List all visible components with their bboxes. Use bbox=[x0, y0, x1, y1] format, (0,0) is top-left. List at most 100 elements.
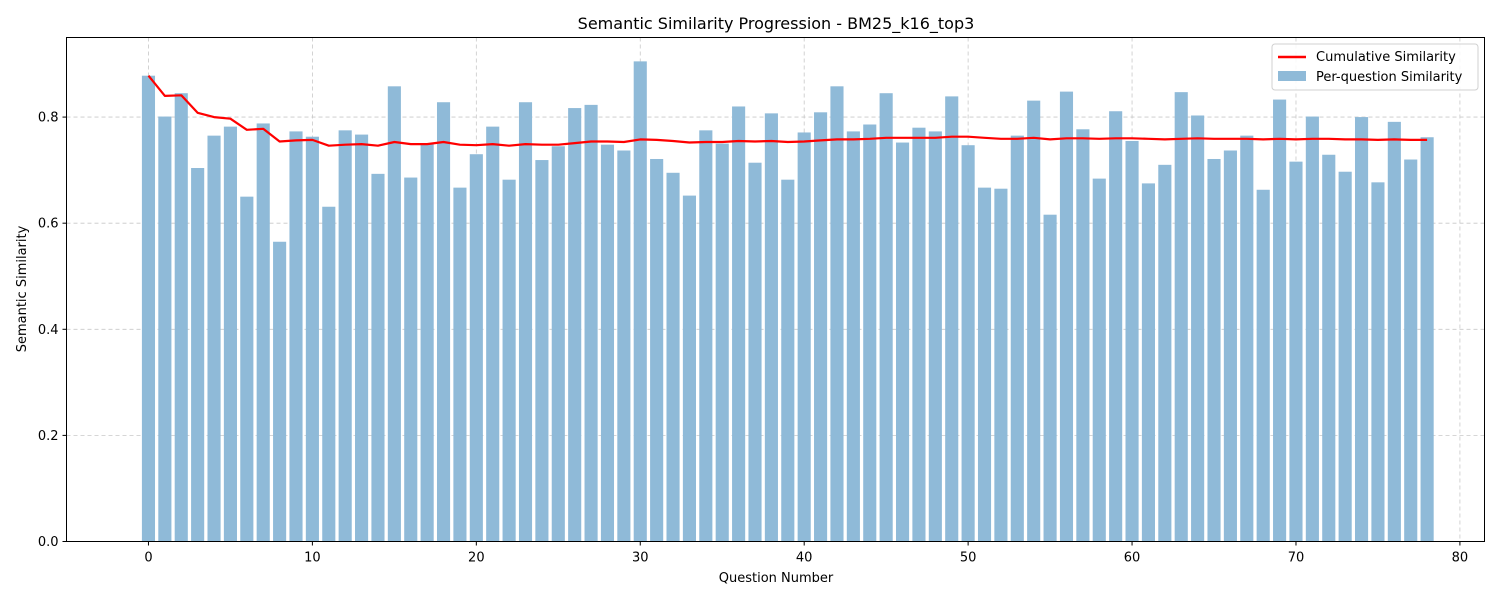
x-tick-label: 0 bbox=[144, 551, 152, 566]
legend-box bbox=[1271, 43, 1479, 91]
bar-question-28 bbox=[600, 144, 615, 542]
bar-question-27 bbox=[584, 104, 598, 542]
bar-question-62 bbox=[1158, 164, 1172, 542]
bar-question-71 bbox=[1305, 116, 1319, 542]
bar-question-15 bbox=[387, 86, 401, 542]
bar-question-70 bbox=[1289, 161, 1303, 542]
bar-question-5 bbox=[223, 126, 237, 542]
bar-question-30 bbox=[633, 61, 647, 542]
bar-question-8 bbox=[273, 241, 287, 542]
bar-question-43 bbox=[846, 131, 860, 542]
bar-question-29 bbox=[617, 150, 631, 542]
bar-question-55 bbox=[1043, 214, 1057, 542]
bar-question-14 bbox=[371, 173, 385, 542]
bar-question-60 bbox=[1125, 140, 1139, 542]
bar-question-1 bbox=[158, 116, 172, 542]
bar-question-9 bbox=[289, 131, 303, 542]
bar-question-67 bbox=[1240, 135, 1254, 542]
bar-question-50 bbox=[961, 145, 975, 542]
bar-question-57 bbox=[1076, 129, 1090, 542]
bars bbox=[141, 61, 1434, 542]
y-tick-label: 0.2 bbox=[38, 429, 59, 444]
bar-question-47 bbox=[912, 127, 926, 542]
y-tick-label: 0.0 bbox=[38, 535, 59, 550]
x-axis-label: Question Number bbox=[719, 571, 834, 586]
x-tick-label: 20 bbox=[468, 551, 485, 566]
x-ticks: 0 10 20 30 40 50 60 70 80 bbox=[144, 541, 1468, 566]
bar-question-22 bbox=[502, 179, 516, 542]
bar-question-33 bbox=[682, 195, 696, 542]
chart-title: Semantic Similarity Progression - BM25_k… bbox=[578, 14, 975, 34]
bar-question-17 bbox=[420, 143, 434, 542]
bar-question-39 bbox=[781, 179, 795, 542]
bar-question-72 bbox=[1322, 154, 1336, 542]
bar-question-0 bbox=[141, 75, 156, 542]
x-tick-label: 60 bbox=[1124, 551, 1141, 566]
bar-question-7 bbox=[256, 123, 270, 542]
bar-question-73 bbox=[1338, 171, 1352, 542]
bar-question-53 bbox=[1010, 135, 1024, 542]
bar-question-36 bbox=[732, 106, 746, 542]
bar-question-32 bbox=[666, 172, 680, 542]
bar-question-4 bbox=[207, 135, 221, 542]
bar-question-49 bbox=[945, 96, 959, 542]
bar-question-41 bbox=[814, 112, 828, 542]
bar-question-21 bbox=[486, 126, 500, 542]
bar-question-56 bbox=[1059, 91, 1074, 542]
bar-question-23 bbox=[518, 102, 533, 542]
bar-question-35 bbox=[715, 143, 729, 542]
y-tick-label: 0.8 bbox=[38, 111, 59, 126]
bar-question-77 bbox=[1404, 159, 1418, 542]
bar-question-26 bbox=[568, 108, 582, 542]
bar-question-65 bbox=[1207, 158, 1221, 542]
bar-question-40 bbox=[797, 132, 811, 542]
x-tick-label: 40 bbox=[796, 551, 813, 566]
bar-question-37 bbox=[748, 162, 762, 542]
bar-question-61 bbox=[1141, 183, 1155, 542]
x-tick-label: 50 bbox=[960, 551, 977, 566]
bar-question-54 bbox=[1027, 100, 1041, 542]
bar-question-31 bbox=[650, 158, 664, 542]
bar-question-20 bbox=[469, 154, 483, 542]
bar-question-3 bbox=[191, 168, 205, 542]
bar-question-44 bbox=[863, 124, 877, 542]
bar-question-25 bbox=[551, 146, 565, 542]
cumulative-line-layer bbox=[147, 75, 1428, 147]
y-axis-label: Semantic Similarity bbox=[15, 225, 30, 352]
bar-question-45 bbox=[879, 93, 893, 542]
bar-question-24 bbox=[535, 160, 549, 542]
bar-question-12 bbox=[338, 130, 352, 542]
legend-bar-swatch bbox=[1278, 71, 1306, 81]
bar-question-58 bbox=[1092, 178, 1106, 542]
bar-question-68 bbox=[1256, 189, 1270, 542]
bar-question-66 bbox=[1223, 150, 1237, 542]
y-tick-label: 0.6 bbox=[38, 217, 59, 232]
bar-question-11 bbox=[322, 206, 336, 542]
bar-question-75 bbox=[1371, 182, 1385, 542]
x-tick-label: 70 bbox=[1288, 551, 1305, 566]
plot-frame bbox=[66, 37, 1485, 542]
bar-question-18 bbox=[436, 102, 451, 542]
bar-question-51 bbox=[977, 187, 992, 542]
bar-question-63 bbox=[1174, 92, 1188, 542]
bar-question-78 bbox=[1420, 137, 1434, 542]
bar-question-48 bbox=[928, 131, 942, 542]
bar-question-38 bbox=[764, 113, 778, 542]
y-tick-label: 0.4 bbox=[38, 323, 59, 338]
bar-question-42 bbox=[830, 86, 844, 542]
legend-per-question-label: Per-question Similarity bbox=[1316, 70, 1463, 85]
bar-question-10 bbox=[305, 136, 319, 542]
x-tick-label: 10 bbox=[304, 551, 321, 566]
bar-question-76 bbox=[1387, 121, 1401, 542]
bar-question-2 bbox=[174, 93, 188, 542]
bar-question-74 bbox=[1354, 117, 1369, 542]
bar-question-52 bbox=[994, 188, 1008, 542]
x-tick-label: 30 bbox=[632, 551, 649, 566]
bar-question-6 bbox=[240, 196, 254, 542]
bar-question-64 bbox=[1191, 115, 1205, 542]
bar-question-19 bbox=[453, 187, 467, 542]
bar-question-46 bbox=[895, 142, 910, 542]
bar-question-69 bbox=[1273, 99, 1287, 542]
legend: Cumulative Similarity Per-question Simil… bbox=[1271, 43, 1479, 91]
